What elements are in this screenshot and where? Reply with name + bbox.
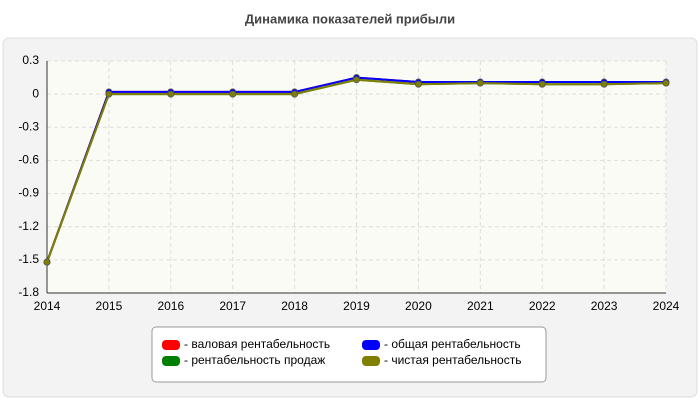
data-point bbox=[476, 79, 484, 87]
data-point bbox=[600, 80, 608, 88]
y-tick-label: -0.6 bbox=[18, 153, 39, 167]
chart-title: Динамика показателей прибыли bbox=[245, 11, 455, 26]
x-tick-label: 2017 bbox=[219, 299, 246, 313]
legend bbox=[151, 326, 547, 383]
x-tick-label: 2020 bbox=[405, 299, 432, 313]
data-point bbox=[167, 90, 175, 98]
y-tick-label: -1.2 bbox=[18, 219, 39, 233]
data-point bbox=[414, 80, 422, 88]
data-point bbox=[353, 76, 360, 84]
x-tick-label: 2023 bbox=[591, 299, 618, 313]
data-point bbox=[229, 90, 237, 98]
data-point bbox=[43, 258, 51, 266]
legend-swatch bbox=[162, 356, 180, 366]
data-point bbox=[662, 79, 670, 87]
x-tick-label: 2018 bbox=[281, 299, 308, 313]
x-tick-label: 2022 bbox=[529, 299, 556, 313]
legend-swatch bbox=[362, 340, 380, 350]
data-point bbox=[105, 90, 113, 98]
legend-swatch bbox=[362, 356, 380, 366]
y-tick-label: -1.8 bbox=[18, 285, 39, 299]
x-tick-label: 2024 bbox=[653, 299, 680, 313]
y-tick-label: 0.3 bbox=[22, 53, 39, 67]
x-tick-label: 2021 bbox=[467, 299, 494, 313]
legend-label: - общая рентабельность bbox=[384, 337, 521, 351]
legend-swatch bbox=[162, 340, 180, 350]
y-tick-label: -1.5 bbox=[18, 252, 39, 266]
legend-label: - валовая рентабельность bbox=[184, 337, 330, 351]
x-tick-label: 2019 bbox=[343, 299, 370, 313]
x-tick-label: 2015 bbox=[96, 299, 123, 313]
data-point bbox=[538, 80, 546, 88]
y-tick-label: -0.9 bbox=[18, 186, 39, 200]
x-tick-label: 2014 bbox=[34, 299, 61, 313]
legend-label: - рентабельность продаж bbox=[184, 353, 325, 367]
y-tick-label: 0 bbox=[32, 86, 39, 100]
y-tick-label: -0.3 bbox=[18, 119, 39, 133]
x-tick-label: 2016 bbox=[157, 299, 184, 313]
legend-label: - чистая рентабельность bbox=[384, 353, 521, 367]
data-point bbox=[291, 90, 299, 98]
